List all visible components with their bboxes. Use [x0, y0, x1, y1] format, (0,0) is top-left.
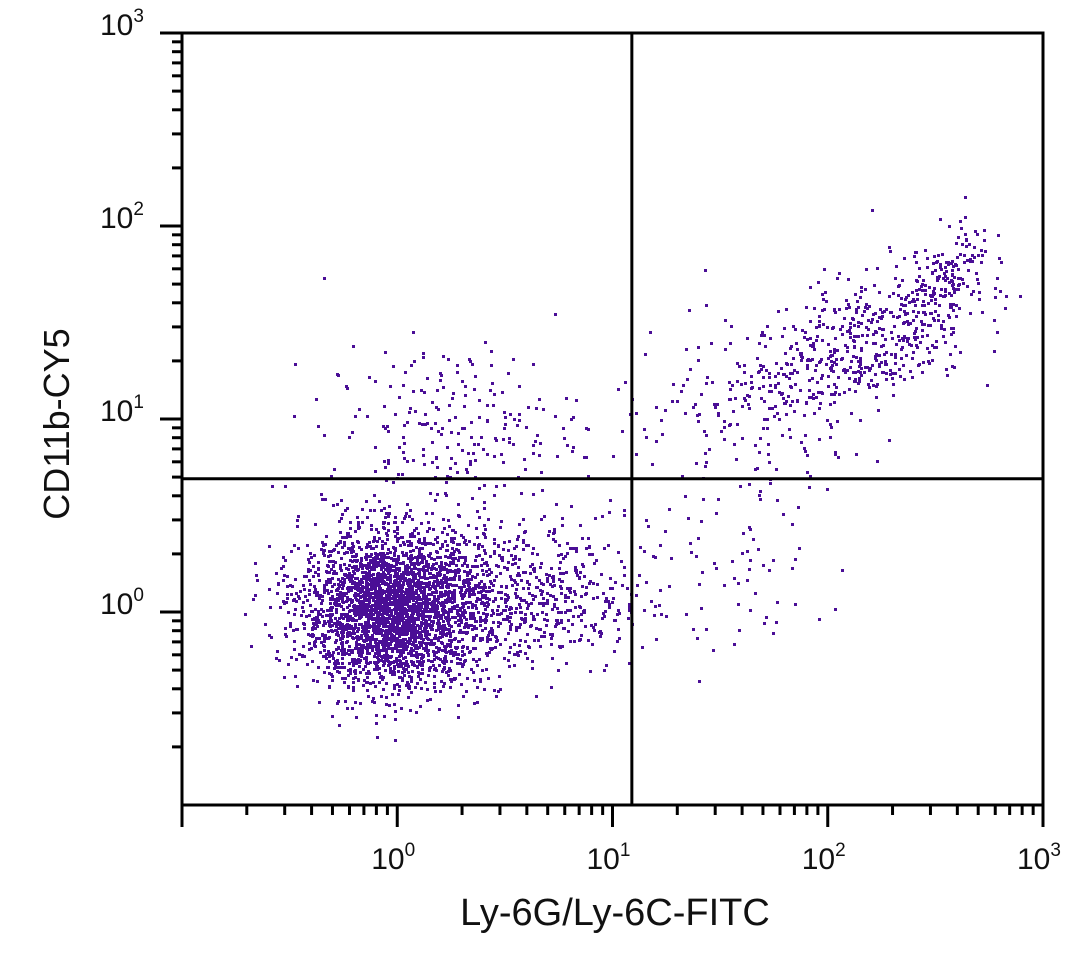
y-tick-label: 103: [100, 6, 144, 42]
y-axis-label: CD11b-CY5: [36, 328, 77, 520]
y-tick-label: 100: [100, 585, 144, 621]
x-axis-label: Ly-6G/Ly-6C-FITC: [460, 892, 770, 934]
event-dots: [244, 196, 1022, 742]
y-axis-ticks: [160, 31, 182, 749]
x-axis-ticks: [180, 805, 1045, 827]
scatter-points: [244, 196, 1022, 742]
y-tick-label: 101: [100, 392, 144, 428]
plot-frame: [180, 31, 1045, 807]
quadrant-gates: [182, 33, 1043, 805]
x-tick-label: 101: [586, 840, 631, 876]
y-tick-label: 102: [100, 199, 144, 235]
x-tick-label: 103: [1017, 840, 1061, 876]
x-tick-label: 100: [371, 840, 416, 876]
x-tick-label: 102: [801, 840, 846, 876]
